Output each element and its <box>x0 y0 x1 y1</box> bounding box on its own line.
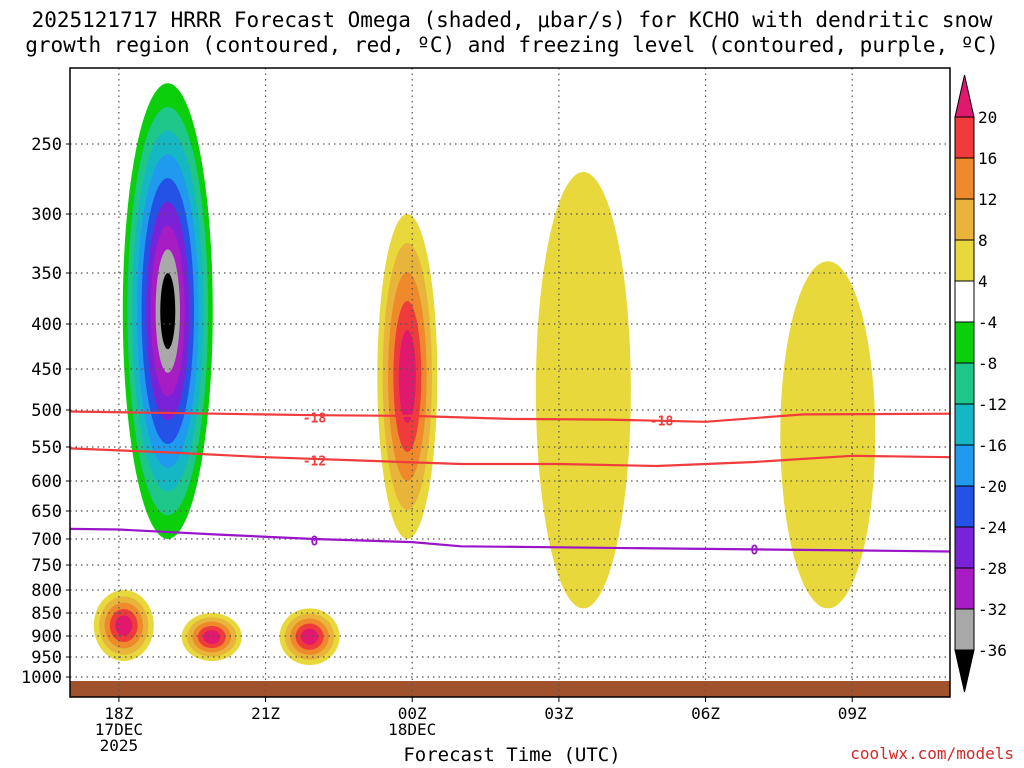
x-tick-label: 18Z <box>104 704 133 723</box>
contour-label: -18 <box>650 414 674 429</box>
contour-line <box>70 410 950 423</box>
omega-shaded-region <box>160 273 176 350</box>
svg-text:0: 0 <box>311 535 319 550</box>
y-tick-label: 900 <box>31 627 62 647</box>
y-tick-label: 650 <box>31 502 62 522</box>
x-tick-label: 06Z <box>691 704 720 723</box>
y-tick-label: 450 <box>31 360 62 380</box>
omega-shaded-region <box>780 261 876 609</box>
colorbar-tick-label: -4 <box>978 313 997 332</box>
x-tick-label: 18DEC <box>388 720 436 739</box>
site-credit: coolwx.com/models <box>850 744 1014 763</box>
y-tick-label: 250 <box>31 135 62 155</box>
colorbar-tick-label: -16 <box>978 436 1007 455</box>
colorbar-tick-label: 16 <box>978 149 997 168</box>
colorbar-tick-label: -36 <box>978 641 1007 660</box>
svg-text:0: 0 <box>751 543 759 558</box>
colorbar-swatch <box>954 608 975 651</box>
colorbar-swatch <box>954 567 975 610</box>
x-tick-label: 2025 <box>100 736 139 755</box>
omega-shaded-region <box>398 330 416 423</box>
omega-shaded-region <box>535 172 631 609</box>
colorbar-tick-label: 12 <box>978 190 997 209</box>
omega-shaded-region <box>203 630 221 644</box>
colorbar-swatch <box>954 198 975 241</box>
omega-shaded-region <box>300 628 319 645</box>
y-tick-label: 500 <box>31 401 62 421</box>
y-tick-label: 350 <box>31 264 62 284</box>
colorbar-tick-label: -24 <box>978 518 1007 537</box>
contour-label: -18 <box>303 411 327 426</box>
contour-line <box>70 447 950 468</box>
y-tick-label: 1000 <box>21 668 62 688</box>
colorbar-tick-label: -20 <box>978 477 1007 496</box>
y-tick-label: 300 <box>31 205 62 225</box>
y-tick-label: 600 <box>31 472 62 492</box>
colorbar-tick-label: 20 <box>978 108 997 127</box>
chart-title-line-1: 2025121717 HRRR Forecast Omega (shaded, … <box>31 8 993 32</box>
colorbar-bottom-arrow <box>954 649 975 693</box>
svg-text:-18: -18 <box>303 411 327 426</box>
svg-text:-18: -18 <box>650 414 674 429</box>
colorbar-swatch <box>954 157 975 200</box>
plot-area: -18 -12 -18 0 0 <box>70 68 950 697</box>
x-tick-label: 09Z <box>838 704 867 723</box>
colorbar-swatch <box>954 403 975 446</box>
y-tick-label: 700 <box>31 530 62 550</box>
plot-frame <box>69 67 951 698</box>
y-tick-label: 850 <box>31 604 62 624</box>
y-tick-label: 750 <box>31 556 62 576</box>
y-tick-label: 800 <box>31 581 62 601</box>
colorbar-swatch <box>954 526 975 569</box>
colorbar-tick-label: -8 <box>978 354 997 373</box>
x-tick-label: 00Z <box>398 704 427 723</box>
contour-label: -12 <box>303 455 326 470</box>
colorbar-swatch <box>954 444 975 487</box>
colorbar-tick-label: -12 <box>978 395 1007 414</box>
y-tick-label: 550 <box>31 438 62 458</box>
colorbar-swatch <box>954 485 975 528</box>
colorbar-top-arrow <box>954 74 975 118</box>
colorbar-tick-label: 8 <box>978 231 988 250</box>
colorbar-swatch <box>954 280 975 323</box>
omega-shaded-region <box>115 615 133 636</box>
colorbar-tick-label: 4 <box>978 272 988 291</box>
x-tick-label: 21Z <box>251 704 280 723</box>
y-tick-label: 950 <box>31 648 62 668</box>
svg-text:-12: -12 <box>303 455 326 470</box>
y-tick-label: 400 <box>31 315 62 335</box>
colorbar-swatch <box>954 321 975 364</box>
x-tick-label: 17DEC <box>95 720 143 739</box>
colorbar-swatch <box>954 239 975 282</box>
contour-label: 0 <box>751 543 759 558</box>
contour-label: 0 <box>311 535 319 550</box>
chart-title-line-2: growth region (contoured, red, ºC) and f… <box>25 33 999 57</box>
ground-fill <box>70 681 950 697</box>
contour-line <box>70 527 950 553</box>
x-tick-label: 03Z <box>544 704 573 723</box>
x-axis-label: Forecast Time (UTC) <box>403 744 621 766</box>
colorbar-tick-label: -28 <box>978 559 1007 578</box>
colorbar-tick-label: -32 <box>978 600 1007 619</box>
colorbar-swatch <box>954 362 975 405</box>
colorbar-swatch <box>954 116 975 159</box>
